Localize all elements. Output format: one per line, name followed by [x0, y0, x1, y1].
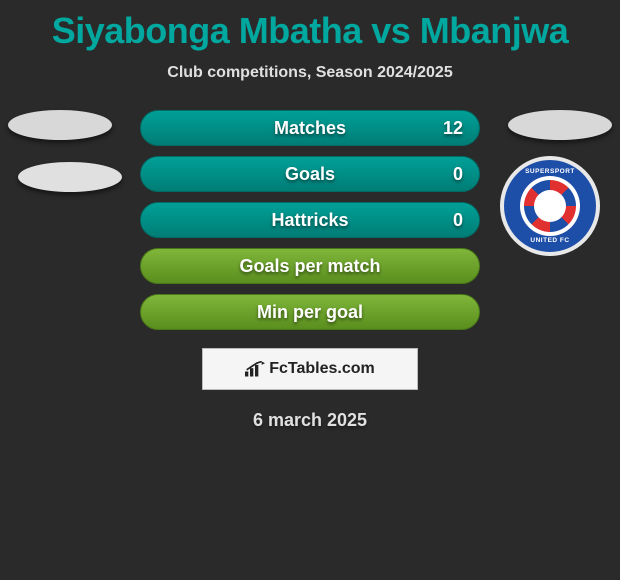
chart-icon	[245, 361, 265, 377]
badge-text-bottom: UNITED FC	[504, 237, 596, 244]
stats-bars: Matches 12 Goals 0 Hattricks 0 Goals per…	[140, 110, 480, 330]
stat-bar-goals: Goals 0	[140, 156, 480, 192]
comparison-panel: SUPERSPORT UNITED FC Matches 12 Goals 0 …	[0, 110, 620, 431]
stat-bar-hattricks: Hattricks 0	[140, 202, 480, 238]
stat-value: 0	[453, 164, 463, 185]
stat-label: Hattricks	[271, 210, 348, 231]
brand-box: FcTables.com	[202, 348, 418, 390]
subtitle: Club competitions, Season 2024/2025	[0, 64, 620, 82]
badge-text-top: SUPERSPORT	[504, 168, 596, 175]
stat-bar-min-per-goal: Min per goal	[140, 294, 480, 330]
player2-avatar-placeholder	[508, 110, 612, 140]
stat-value: 12	[443, 118, 463, 139]
date-label: 6 march 2025	[0, 410, 620, 431]
page-title: Siyabonga Mbatha vs Mbanjwa	[0, 0, 620, 52]
stat-label: Matches	[274, 118, 346, 139]
stat-bar-goals-per-match: Goals per match	[140, 248, 480, 284]
brand-text: FcTables.com	[269, 360, 375, 378]
stat-label: Min per goal	[257, 302, 363, 323]
badge-star-icon	[524, 180, 576, 232]
player1-club-placeholder	[18, 162, 122, 192]
stat-value: 0	[453, 210, 463, 231]
player2-club-badge: SUPERSPORT UNITED FC	[500, 156, 600, 256]
stat-label: Goals	[285, 164, 335, 185]
badge-inner	[520, 176, 580, 236]
player1-avatar-placeholder	[8, 110, 112, 140]
stat-label: Goals per match	[239, 256, 380, 277]
stat-bar-matches: Matches 12	[140, 110, 480, 146]
